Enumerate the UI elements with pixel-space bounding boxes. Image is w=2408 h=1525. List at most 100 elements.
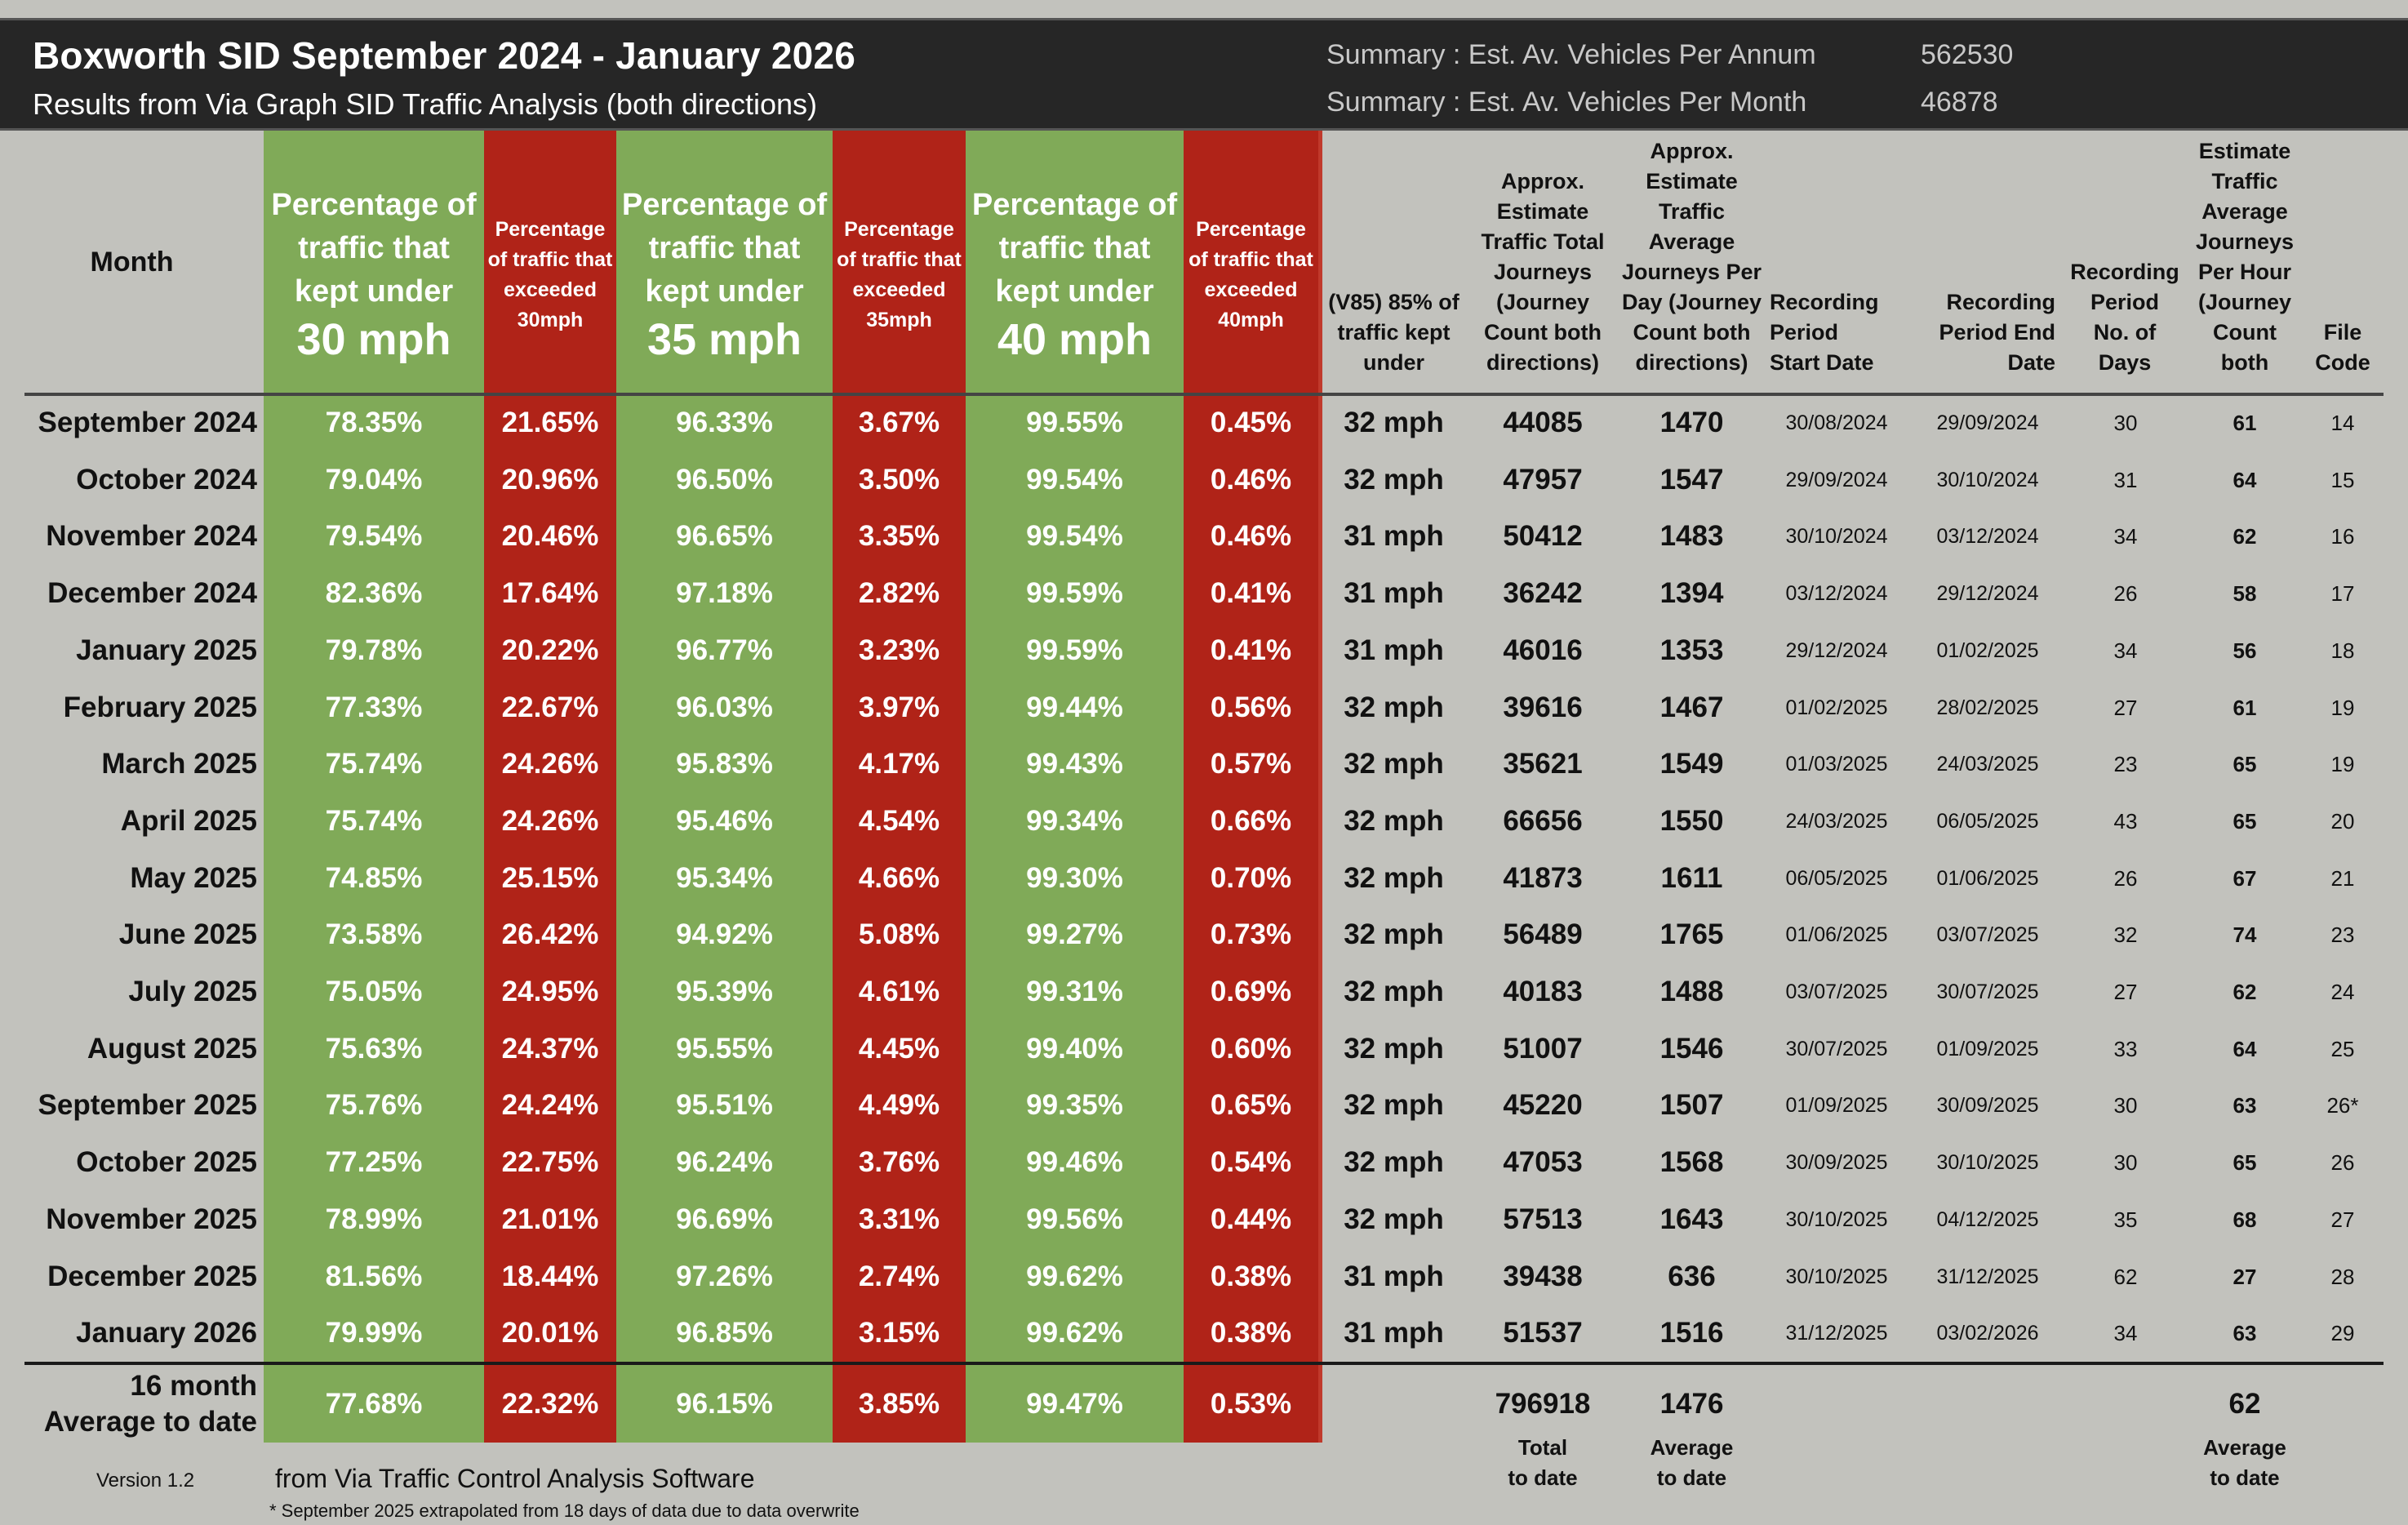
table-row: March 2025 75.74% 24.26% 95.83% 4.17% 99… — [0, 736, 2408, 793]
average-journeys-per-hour: 62 — [2228, 1388, 2261, 1420]
cell-kept-30: 75.76% — [325, 1089, 423, 1122]
cell-v85: 31 mph — [1344, 634, 1444, 666]
cell-journeys-per-day: 636 — [1668, 1260, 1716, 1292]
cell-kept-40: 99.30% — [1026, 861, 1123, 894]
cell-kept-35: 96.69% — [676, 1203, 773, 1235]
cell-end-date: 29/09/2024 — [1936, 411, 2039, 434]
cell-kept-35: 96.03% — [676, 691, 773, 723]
col-header-exceeded-35: Percentage of traffic that exceeded 35mp… — [837, 217, 962, 331]
cell-end-date: 30/10/2025 — [1936, 1151, 2039, 1175]
cell-start-date: 29/12/2024 — [1785, 638, 1888, 662]
cell-exceeded-40: 0.65% — [1210, 1089, 1292, 1122]
cell-exceeded-40: 0.38% — [1210, 1260, 1292, 1292]
average-exceeded-35: 3.85% — [858, 1388, 940, 1420]
cell-exceeded-35: 4.66% — [858, 861, 940, 894]
col-header-kept-30-text: Percentage of traffic that kept under — [271, 188, 477, 309]
cell-v85: 32 mph — [1344, 1203, 1444, 1235]
cell-exceeded-30: 24.37% — [501, 1032, 599, 1065]
table-row: April 2025 75.74% 24.26% 95.46% 4.54% 99… — [0, 793, 2408, 850]
average-label-line1: 16 month — [130, 1370, 257, 1402]
cell-journeys-per-hour: 65 — [2233, 1150, 2257, 1176]
footer-per-hour-label-line2: to date — [2210, 1465, 2280, 1490]
cell-kept-30: 75.74% — [325, 748, 423, 780]
cell-month: October 2025 — [76, 1146, 257, 1179]
cell-journeys-per-day: 1394 — [1659, 577, 1724, 610]
cell-exceeded-40: 0.41% — [1210, 577, 1292, 610]
cell-kept-35: 95.34% — [676, 861, 773, 894]
table-row: August 2025 75.63% 24.37% 95.55% 4.45% 9… — [0, 1020, 2408, 1078]
cell-exceeded-35: 4.45% — [858, 1032, 940, 1065]
cell-month: June 2025 — [118, 918, 257, 951]
cell-v85: 32 mph — [1344, 976, 1444, 1007]
table-row: November 2024 79.54% 20.46% 96.65% 3.35%… — [0, 508, 2408, 565]
cell-journeys-per-day: 1611 — [1660, 861, 1723, 894]
cell-start-date: 01/02/2025 — [1785, 696, 1888, 719]
average-rule — [24, 1362, 2384, 1365]
cell-v85: 31 mph — [1344, 520, 1444, 553]
footer-total-label-line1: Total — [1517, 1435, 1568, 1460]
table-row: January 2025 79.78% 20.22% 96.77% 3.23% … — [0, 622, 2408, 679]
summary-month-label: Summary : Est. Av. Vehicles Per Month — [1326, 87, 1807, 118]
cell-v85: 31 mph — [1344, 1317, 1444, 1349]
cell-exceeded-35: 3.35% — [858, 520, 940, 553]
cell-days: 34 — [2113, 524, 2138, 549]
band-exceeded-40 — [1184, 131, 1318, 1443]
cell-days: 31 — [2113, 467, 2138, 492]
cell-start-date: 03/07/2025 — [1785, 980, 1888, 1003]
cell-kept-35: 94.92% — [676, 918, 773, 951]
cell-exceeded-30: 24.26% — [501, 804, 599, 837]
cell-journeys-per-day: 1643 — [1659, 1203, 1724, 1235]
table-row: May 2025 74.85% 25.15% 95.34% 4.66% 99.3… — [0, 850, 2408, 907]
cell-start-date: 24/03/2025 — [1785, 809, 1888, 833]
cell-file-code: 19 — [2330, 695, 2355, 720]
cell-exceeded-40: 0.41% — [1210, 634, 1292, 666]
cell-kept-35: 96.77% — [676, 634, 773, 666]
cell-exceeded-40: 0.73% — [1210, 918, 1292, 951]
cell-days: 30 — [2113, 1093, 2138, 1118]
col-header-kept-30-mph: 30 mph — [296, 315, 451, 364]
cell-journeys-per-day: 1546 — [1659, 1032, 1724, 1065]
table-row: November 2025 78.99% 21.01% 96.69% 3.31%… — [0, 1191, 2408, 1248]
cell-v85: 32 mph — [1344, 918, 1444, 951]
cell-journeys-per-day: 1516 — [1659, 1317, 1724, 1349]
cell-total-journeys: 46016 — [1503, 634, 1583, 666]
cell-journeys-per-hour: 27 — [2233, 1264, 2257, 1289]
cell-kept-40: 99.59% — [1026, 577, 1123, 610]
cell-month: October 2024 — [76, 463, 257, 496]
cell-total-journeys: 39438 — [1503, 1260, 1583, 1292]
cell-kept-35: 95.83% — [676, 748, 773, 780]
cell-start-date: 01/06/2025 — [1785, 923, 1888, 947]
col-header-kept-40: Percentage of traffic that kept under 40 … — [966, 131, 1184, 394]
cell-v85: 31 mph — [1344, 577, 1444, 610]
table-row: September 2024 78.35% 21.65% 96.33% 3.67… — [0, 394, 2408, 451]
cell-exceeded-30: 20.46% — [501, 520, 599, 553]
cell-start-date: 01/09/2025 — [1785, 1094, 1888, 1118]
footer-per-hour-label-line1: Average — [2203, 1435, 2286, 1460]
cell-exceeded-40: 0.44% — [1210, 1203, 1292, 1235]
cell-file-code: 18 — [2330, 638, 2355, 663]
cell-start-date: 30/08/2024 — [1785, 411, 1888, 434]
cell-file-code: 14 — [2330, 411, 2355, 435]
col-header-kept-35-text: Percentage of traffic that kept under — [621, 188, 828, 309]
cell-file-code: 26* — [2326, 1093, 2359, 1118]
cell-exceeded-30: 18.44% — [501, 1260, 599, 1292]
cell-exceeded-30: 24.26% — [501, 748, 599, 780]
cell-days: 43 — [2113, 808, 2138, 834]
cell-total-journeys: 50412 — [1503, 520, 1583, 553]
cell-kept-35: 96.85% — [676, 1317, 773, 1349]
cell-days: 34 — [2113, 638, 2138, 663]
col-header-days: Recording Period No. of Days — [2070, 260, 2179, 375]
cell-file-code: 27 — [2330, 1207, 2355, 1232]
summary-annum-label: Summary : Est. Av. Vehicles Per Annum — [1326, 39, 1816, 70]
cell-exceeded-30: 21.65% — [501, 407, 599, 438]
band-kept-35 — [616, 131, 833, 1443]
cell-total-journeys: 47053 — [1503, 1146, 1583, 1179]
cell-kept-40: 99.62% — [1026, 1260, 1123, 1292]
cell-exceeded-40: 0.45% — [1210, 407, 1292, 438]
cell-end-date: 03/02/2026 — [1936, 1322, 2039, 1345]
band-exceeded-30 — [484, 131, 616, 1443]
cell-days: 35 — [2113, 1207, 2138, 1232]
cell-start-date: 31/12/2025 — [1785, 1322, 1888, 1345]
cell-exceeded-30: 20.01% — [501, 1317, 599, 1349]
cell-journeys-per-hour: 61 — [2233, 695, 2257, 720]
